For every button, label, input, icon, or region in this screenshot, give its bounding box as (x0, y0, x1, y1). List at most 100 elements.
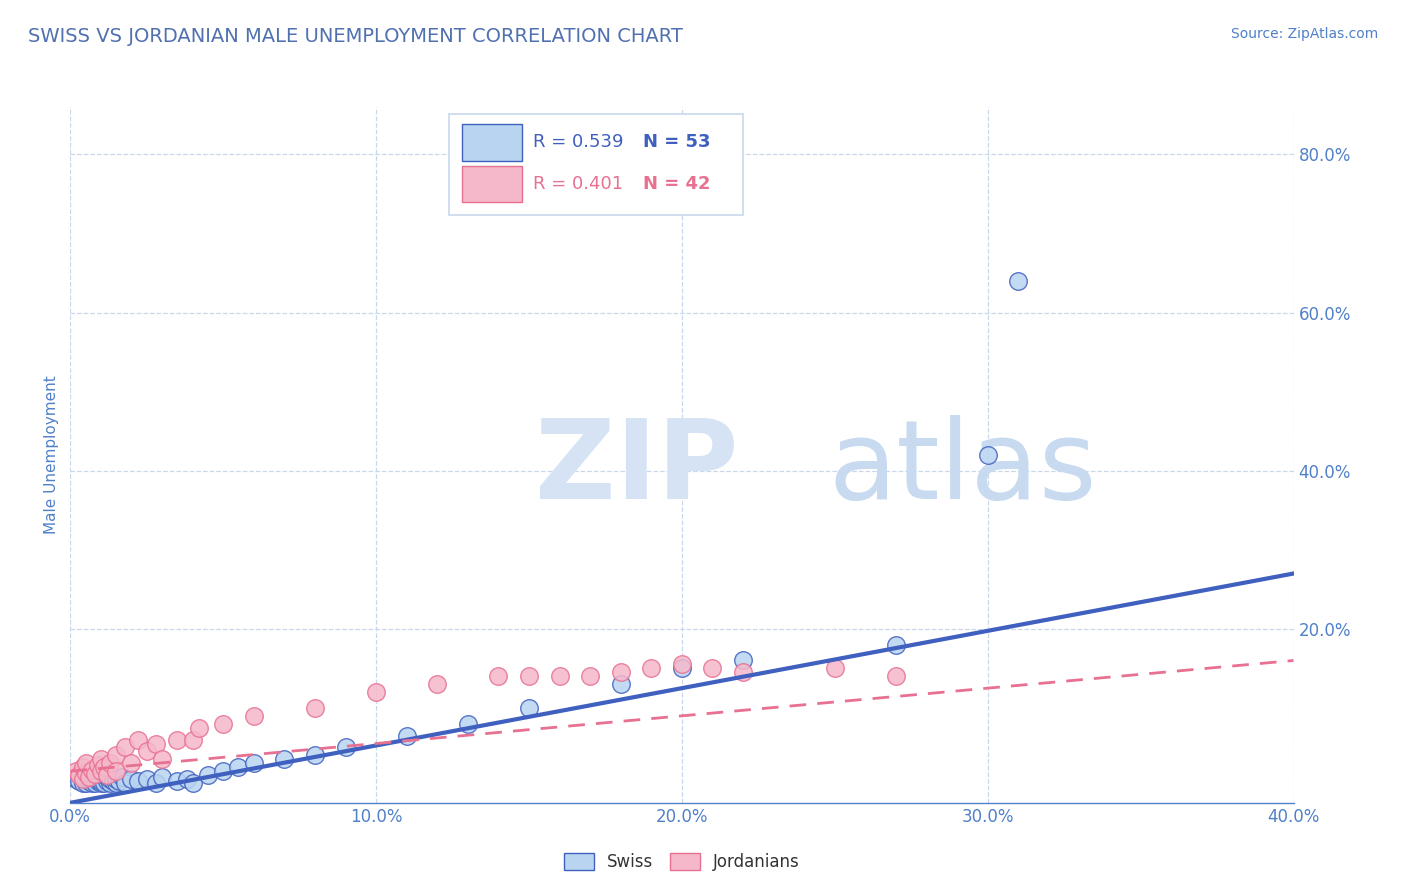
Point (75, 772, 97, 786)
Point (75, 765, 97, 780)
Point (75, 756, 97, 771)
Point (108, 773, 131, 788)
Point (640, 661, 662, 675)
Point (610, 677, 633, 691)
Text: Source: ZipAtlas.com: Source: ZipAtlas.com (1230, 27, 1378, 41)
Text: N = 42: N = 42 (643, 175, 710, 193)
Point (83, 767, 105, 781)
Point (1007, 274, 1029, 288)
Point (98, 756, 121, 771)
Point (72, 771, 94, 785)
Point (87, 771, 110, 785)
Point (96, 771, 118, 785)
Point (517, 669, 540, 683)
Legend: Swiss, Jordanians: Swiss, Jordanians (557, 847, 807, 878)
Point (150, 752, 173, 766)
Point (150, 771, 173, 785)
Point (166, 773, 188, 788)
Point (517, 701, 540, 715)
Point (977, 448, 1000, 462)
Point (579, 669, 602, 683)
Point (366, 685, 388, 699)
Point (181, 732, 204, 747)
Point (395, 729, 418, 743)
Point (65, 772, 87, 786)
Point (127, 773, 149, 788)
Point (243, 708, 266, 723)
Point (69, 773, 91, 788)
Text: N = 53: N = 53 (643, 133, 710, 151)
Point (166, 732, 188, 747)
Point (93, 760, 115, 774)
Point (884, 669, 907, 683)
Point (90, 773, 112, 788)
Point (127, 732, 149, 747)
Point (72, 776, 94, 790)
Point (90, 772, 112, 786)
Point (90, 776, 112, 790)
Point (96, 768, 118, 782)
Point (93, 771, 115, 785)
Point (98, 776, 121, 790)
Point (610, 665, 633, 680)
Point (145, 737, 167, 751)
Point (243, 756, 266, 771)
Point (77, 771, 100, 785)
Point (87, 773, 110, 788)
Point (181, 776, 204, 790)
Point (121, 772, 143, 786)
Point (90, 764, 112, 779)
Point (733, 653, 755, 667)
Point (93, 776, 115, 790)
FancyBboxPatch shape (461, 166, 522, 202)
Point (114, 740, 136, 755)
Y-axis label: Male Unemployment: Male Unemployment (44, 376, 59, 534)
Point (105, 772, 128, 786)
Point (212, 716, 235, 731)
Point (457, 716, 479, 731)
Point (145, 776, 167, 790)
Point (197, 768, 219, 782)
Point (824, 661, 846, 675)
Point (77, 773, 100, 788)
Point (80, 763, 103, 777)
Point (114, 776, 136, 790)
Point (101, 773, 124, 788)
Point (105, 776, 128, 790)
Point (96, 773, 118, 788)
Point (273, 752, 295, 766)
Point (80, 776, 103, 790)
Point (304, 701, 326, 715)
Point (90, 752, 112, 766)
Point (83, 773, 105, 788)
FancyBboxPatch shape (461, 124, 522, 161)
Point (69, 768, 91, 782)
Point (105, 764, 128, 779)
Point (105, 748, 128, 763)
Point (65, 764, 87, 779)
Text: SWISS VS JORDANIAN MALE UNEMPLOYMENT CORRELATION CHART: SWISS VS JORDANIAN MALE UNEMPLOYMENT COR… (28, 27, 683, 45)
Text: atlas: atlas (828, 416, 1097, 523)
Text: R = 0.401: R = 0.401 (533, 175, 623, 193)
Text: ZIP: ZIP (536, 416, 738, 523)
Text: R = 0.539: R = 0.539 (533, 133, 623, 151)
Point (98, 772, 121, 786)
Point (335, 740, 357, 755)
Point (228, 760, 250, 774)
Point (212, 764, 235, 779)
Point (121, 756, 143, 771)
Point (488, 669, 510, 683)
FancyBboxPatch shape (450, 114, 744, 215)
Point (671, 661, 693, 675)
Point (75, 776, 97, 790)
Point (176, 772, 198, 786)
Point (87, 757, 110, 772)
Point (733, 665, 755, 680)
Point (304, 748, 326, 763)
Point (72, 772, 94, 786)
Point (83, 776, 105, 790)
Point (884, 638, 907, 652)
Point (111, 771, 134, 785)
Point (135, 772, 157, 786)
Point (80, 772, 103, 786)
